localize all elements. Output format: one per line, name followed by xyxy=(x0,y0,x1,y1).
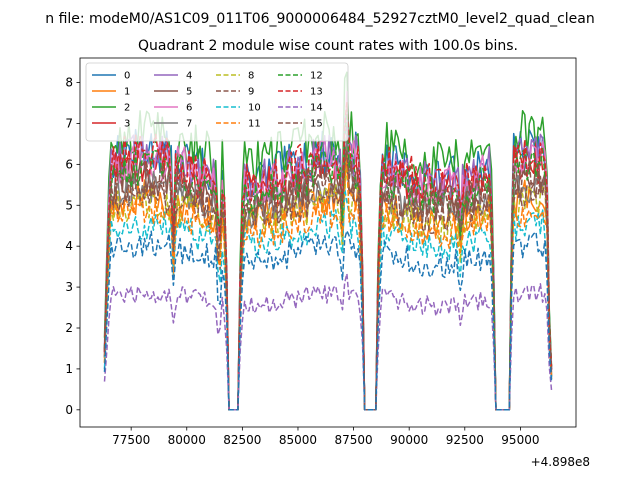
x-tick-label: 82500 xyxy=(223,433,261,447)
x-tick-label: 92500 xyxy=(446,433,484,447)
legend-label-2: 2 xyxy=(124,103,130,114)
legend-label-6: 6 xyxy=(186,103,192,114)
x-tick-label: 95000 xyxy=(501,433,539,447)
x-offset-label: +4.898e8 xyxy=(531,455,590,469)
chart-title: Quadrant 2 module wise count rates with … xyxy=(138,38,518,54)
legend-box xyxy=(85,62,349,142)
legend-label-3: 3 xyxy=(124,119,130,130)
plot-frame xyxy=(79,57,577,428)
legend-label-9: 9 xyxy=(248,87,254,98)
legend-label-8: 8 xyxy=(248,71,254,82)
y-tick-label: 0 xyxy=(65,403,73,417)
y-tick-label: 6 xyxy=(65,157,73,171)
series-line-11 xyxy=(103,154,553,411)
series-line-12 xyxy=(103,108,553,411)
legend-label-5: 5 xyxy=(186,87,192,98)
legend-label-1: 1 xyxy=(124,87,130,98)
x-tick-label: 85000 xyxy=(279,433,317,447)
x-tick-label: 90000 xyxy=(390,433,428,447)
legend-label-7: 7 xyxy=(186,119,192,130)
series-line-15 xyxy=(103,150,553,411)
legend-label-14: 14 xyxy=(310,103,323,114)
y-tick-label: 3 xyxy=(65,280,73,294)
legend-label-12: 12 xyxy=(310,71,323,82)
series-line-14 xyxy=(103,272,553,411)
series-line-9 xyxy=(103,146,553,411)
legend-label-4: 4 xyxy=(186,71,192,82)
y-tick-label: 7 xyxy=(65,116,73,130)
y-tick-label: 4 xyxy=(65,239,73,253)
y-tick-label: 2 xyxy=(65,321,73,335)
legend-label-15: 15 xyxy=(310,119,323,130)
x-tick-label: 77500 xyxy=(112,433,150,447)
y-tick-label: 5 xyxy=(65,198,73,212)
series-line-10 xyxy=(103,187,553,411)
series-line-10b xyxy=(103,230,553,411)
legend-label-0: 0 xyxy=(124,71,130,82)
x-tick-label: 80000 xyxy=(168,433,206,447)
legend-label-11: 11 xyxy=(248,119,261,130)
x-tick-label: 87500 xyxy=(334,433,372,447)
legend-label-10: 10 xyxy=(248,103,261,114)
y-tick-label: 8 xyxy=(65,76,73,90)
legend-label-13: 13 xyxy=(310,87,323,98)
y-tick-label: 1 xyxy=(65,362,73,376)
suptitle: n file: modeM0/AS1C09_011T06_9000006484_… xyxy=(45,11,594,27)
